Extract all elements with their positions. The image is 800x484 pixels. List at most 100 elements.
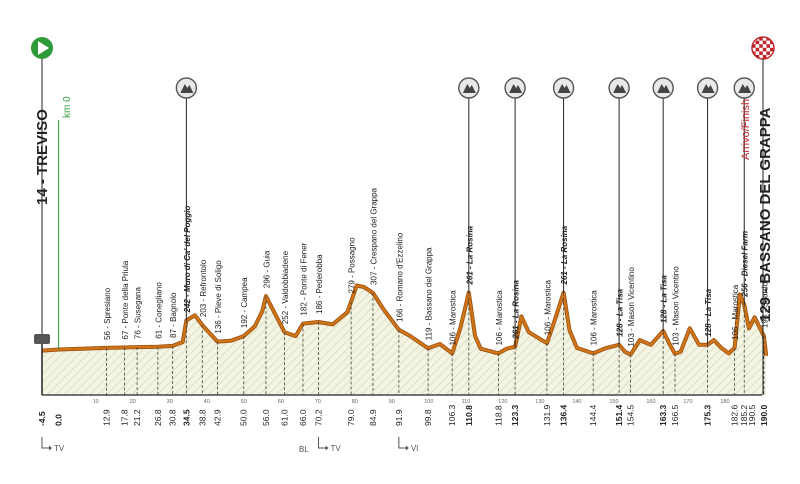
- km-label: 110.8: [464, 405, 474, 426]
- waypoint-label: 61 - Conegliano: [154, 282, 163, 339]
- km-label: 166.5: [670, 404, 680, 426]
- waypoint-label: 261 - La Rosina: [560, 225, 569, 285]
- checker-square: [773, 58, 774, 59]
- axis-tick-label: 150: [609, 399, 618, 405]
- waypoint-label: 182 - Ponte di Fener: [299, 242, 308, 315]
- checker-square: [759, 37, 763, 41]
- waypoint-label: 186 - Pederobba: [315, 254, 324, 314]
- waypoint-label: 119 - Bassano del Grappa: [425, 247, 434, 340]
- km-label: 79.0: [346, 409, 356, 426]
- axis-tick-label: 120: [498, 399, 507, 405]
- km-label: 190.5: [747, 404, 757, 426]
- checker-square: [755, 40, 760, 45]
- km-label: 123.3: [510, 404, 520, 426]
- mountain-icon: [557, 84, 571, 93]
- axis-tick-label: 30: [167, 399, 173, 405]
- arrow-head-icon: [49, 445, 52, 451]
- waypoint-label: 203 - Refrontolo: [199, 259, 208, 317]
- km-label: 175.3: [703, 404, 713, 426]
- mountain-icon: [462, 84, 476, 93]
- km-label: 163.3: [658, 404, 668, 426]
- waypoint-label: 128 - La Tisa: [704, 288, 713, 336]
- km-label: 91.9: [394, 409, 404, 426]
- profile-area: [42, 285, 766, 395]
- mountain-icon: [180, 84, 194, 93]
- waypoint-label: 136 - Pieve di Soligo: [214, 260, 223, 334]
- km-label: 151.4: [614, 404, 624, 426]
- waypoint-label: 128 - La Tisa: [616, 288, 625, 336]
- km-label: 154.5: [626, 404, 636, 426]
- axis-tick-label: 60: [278, 399, 284, 405]
- km-label: 17.8: [120, 409, 130, 426]
- waypoint-label: 106 - Marostica: [449, 290, 458, 346]
- checker-square: [755, 47, 760, 52]
- km-label: 21.2: [132, 409, 142, 426]
- axis-tick-label: 20: [130, 399, 136, 405]
- km-label: 61.0: [279, 409, 289, 426]
- checker-square: [766, 51, 770, 55]
- checker-square: [752, 58, 756, 59]
- checker-square: [766, 44, 770, 48]
- mountain-icon: [701, 84, 715, 93]
- waypoint-label: 87 - Bagnolo: [169, 292, 178, 338]
- km-label: 12.9: [101, 409, 111, 426]
- waypoint-label: 192 - Campea: [240, 277, 249, 328]
- km0-label: km 0: [62, 96, 73, 118]
- km-label: 106.3: [447, 404, 457, 426]
- waypoint-label: 198 - Soardo: [760, 281, 769, 328]
- waypoint-label: 106 - Marostica: [731, 284, 740, 340]
- waypoint-label: 296 - Guia: [262, 250, 271, 288]
- waypoint-label: 256 - Diesel Farm: [741, 231, 750, 298]
- axis-tick-label: 70: [315, 399, 321, 405]
- checker-square: [766, 58, 770, 59]
- checker-square: [759, 51, 763, 55]
- province-arrow-icon: [398, 437, 406, 449]
- waypoint-label: 106 - Marostica: [495, 290, 504, 346]
- waypoint-label: 242 - Muro di Ca' del Poggio: [183, 206, 192, 314]
- checker-square: [773, 51, 774, 55]
- start-play-icon: [38, 41, 49, 55]
- km-label: 30.8: [168, 409, 178, 426]
- province-note: VI: [411, 444, 419, 453]
- km-label: 131.9: [542, 404, 552, 426]
- waypoint-label: 279 - Possagno: [348, 237, 357, 294]
- axis-tick-label: 110: [461, 399, 470, 405]
- km-label: 84.9: [368, 409, 378, 426]
- arrow-head-icon: [405, 445, 409, 451]
- km-label: 26.8: [153, 409, 163, 426]
- axis-tick-label: 80: [352, 399, 358, 405]
- finish-arrivo-label: Arrivo/Finish: [740, 99, 752, 160]
- province-note: TV: [54, 444, 65, 453]
- km-label: 144.4: [588, 404, 598, 426]
- checker-square: [770, 47, 774, 52]
- waypoint-label: 261 - La Rosina: [512, 279, 521, 339]
- checker-square: [762, 55, 767, 59]
- checker-square: [773, 37, 774, 41]
- km-label: 50.0: [239, 409, 249, 426]
- km-label: 0.0: [54, 414, 64, 426]
- finish-flag-icon: [751, 36, 775, 395]
- waypoint-label: 76 - Susegana: [134, 287, 143, 340]
- km-label: 66.0: [298, 409, 308, 426]
- waypoint-label: 128 - La Tisa: [660, 275, 669, 323]
- km-label: 99.8: [423, 409, 433, 426]
- mountain-icon: [657, 84, 671, 93]
- km-label: 70.2: [314, 409, 324, 426]
- axis-tick-label: 40: [204, 399, 210, 405]
- waypoint-label: 252 - Valdobbiadene: [281, 250, 290, 324]
- province-note: TV: [331, 444, 342, 453]
- waypoint-label: 106 - Marostica: [590, 290, 599, 346]
- axis-tick-label: 180: [720, 399, 729, 405]
- km-label: 56.0: [261, 409, 271, 426]
- km-label: 185.2: [739, 404, 749, 426]
- axis-tick-label: 10: [93, 399, 99, 405]
- km-label: 34.5: [181, 409, 191, 426]
- waypoint-label: 67 - Ponte della Priula: [121, 260, 130, 339]
- arrow-head-icon: [325, 445, 329, 451]
- start-city-label: 14 - TREVISO: [34, 109, 51, 205]
- finish-city-label: 129 - BASSANO DEL GRAPPA: [757, 107, 774, 322]
- province-arrow-icon: [318, 437, 326, 449]
- axis-tick-label: 160: [646, 399, 655, 405]
